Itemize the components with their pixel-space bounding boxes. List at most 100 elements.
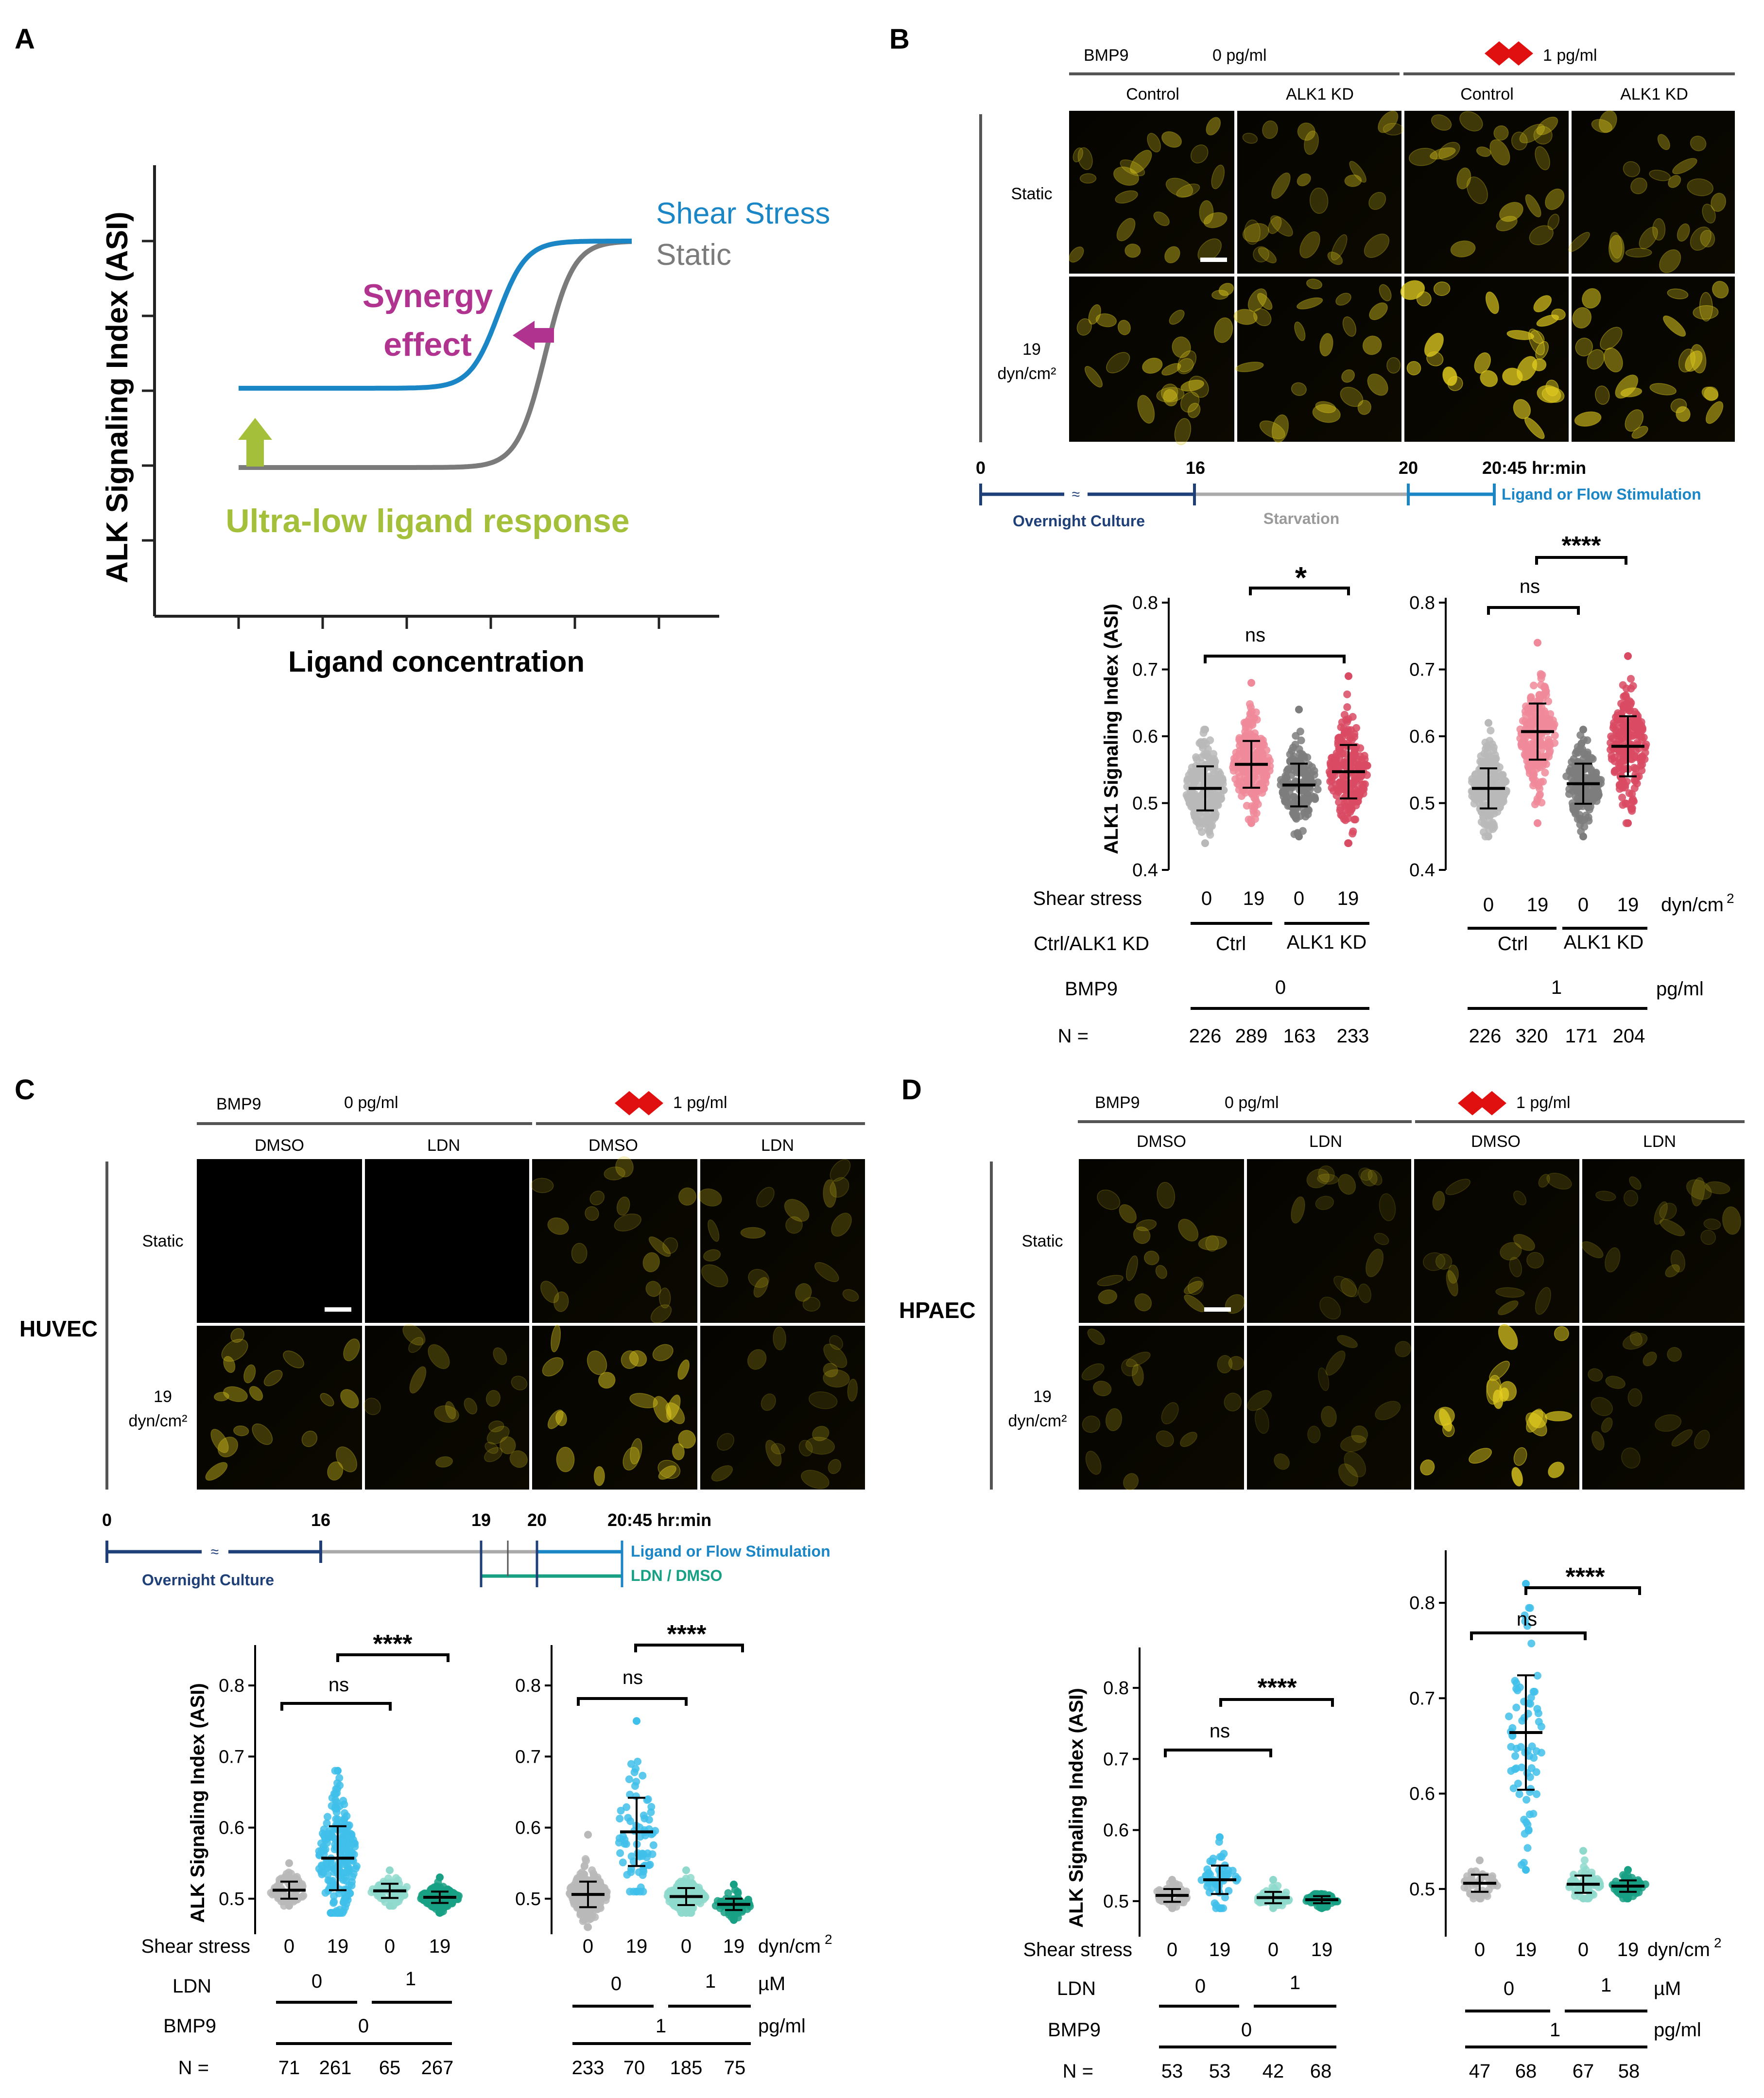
micrograph-cell bbox=[1630, 177, 1647, 194]
micrograph-cell bbox=[509, 1450, 528, 1468]
micrograph-cell bbox=[435, 1456, 453, 1468]
data-point bbox=[331, 1804, 339, 1813]
micrograph-cell bbox=[598, 1371, 616, 1389]
data-point bbox=[1610, 719, 1618, 727]
panel-b-row-dyn: dyn/cm² bbox=[998, 364, 1056, 383]
data-point bbox=[1257, 779, 1265, 787]
data-point bbox=[1476, 1894, 1484, 1903]
data-point bbox=[1575, 811, 1584, 819]
data-point bbox=[1345, 672, 1352, 680]
data-point bbox=[1533, 798, 1541, 806]
micrograph-cell bbox=[1169, 310, 1185, 325]
micrograph-cell bbox=[1270, 215, 1293, 237]
micrograph-cell bbox=[678, 1187, 697, 1206]
micrograph-cell bbox=[230, 1328, 245, 1343]
panel-c-plot1-sig-star: **** bbox=[373, 1630, 413, 1658]
micrograph-cell bbox=[542, 1357, 564, 1377]
plot-b-1: 0.4 0.5 0.6 0.7 0.8 bbox=[1132, 593, 1371, 881]
data-point bbox=[1592, 797, 1601, 805]
data-point bbox=[621, 1839, 629, 1848]
data-point bbox=[625, 1775, 633, 1784]
table-c-bmp9-unit: pg/ml bbox=[758, 2015, 806, 2037]
data-point bbox=[1635, 772, 1643, 780]
micrograph-cell bbox=[665, 1402, 685, 1424]
panel-b-col-3: ALK1 KD bbox=[1620, 85, 1688, 104]
micrograph-cell bbox=[748, 1268, 770, 1288]
micrograph-cell bbox=[1631, 426, 1648, 439]
micrograph-b-static-kd-0 bbox=[1237, 111, 1401, 274]
micrograph-cell bbox=[556, 1446, 575, 1473]
data-point bbox=[1235, 773, 1244, 781]
table-c-bmp9-label: BMP9 bbox=[163, 2015, 216, 2037]
data-point bbox=[386, 1902, 394, 1910]
table-b-ctrl-label: Ctrl/ALK1 KD bbox=[1034, 933, 1149, 954]
data-point bbox=[330, 1892, 338, 1900]
data-point bbox=[1470, 799, 1478, 808]
timeline-b-tick-0: 0 bbox=[976, 458, 986, 478]
panel-c: C HUVEC BMP9 0 pg/ml 1 pg/ml DMSO LDN DM… bbox=[15, 1074, 865, 2079]
table-b-bmp9-right: 1 bbox=[1551, 977, 1562, 998]
table-d-bmp9-label: BMP9 bbox=[1048, 2019, 1101, 2041]
micrograph-cell bbox=[630, 1438, 642, 1465]
micrograph-cell bbox=[672, 1443, 685, 1460]
data-point bbox=[1487, 811, 1495, 819]
data-point bbox=[1512, 1703, 1521, 1712]
data-point bbox=[1529, 774, 1538, 782]
panel-c-timeline: 0 16 19 20 20:45 hr:min ≈ Overnight Cult… bbox=[102, 1510, 830, 1589]
micrograph-cell bbox=[1076, 318, 1092, 336]
micrograph-cell bbox=[658, 1287, 671, 1309]
data-point bbox=[724, 1889, 732, 1897]
panel-d-ylabel: ALK Signaling Index (ASI) bbox=[1066, 1688, 1087, 1927]
micrograph-cell bbox=[1253, 308, 1272, 327]
data-point bbox=[1343, 703, 1351, 711]
data-point bbox=[1210, 750, 1218, 758]
micrograph-cell bbox=[1702, 204, 1716, 224]
panel-d-plot1-sig-ns: ns bbox=[1210, 1720, 1230, 1742]
panel-d-row-static: Static bbox=[1021, 1232, 1063, 1250]
data-point bbox=[344, 1896, 352, 1904]
table-b-shear-unit: dyn/cm bbox=[1661, 894, 1724, 916]
panel-c-cell-label: HUVEC bbox=[19, 1316, 98, 1341]
micrograph-cell bbox=[756, 1187, 775, 1208]
panel-c-bmp9-label: BMP9 bbox=[216, 1095, 261, 1113]
micrograph-cell bbox=[823, 1363, 838, 1378]
data-point bbox=[1520, 1858, 1528, 1867]
table-d-shear-2: 0 bbox=[1268, 1939, 1279, 1960]
data-point bbox=[1511, 1752, 1520, 1760]
table-d-n-2: 42 bbox=[1262, 2061, 1284, 2082]
micrograph-cell bbox=[1088, 304, 1101, 325]
data-point bbox=[1490, 820, 1498, 829]
micrograph-cell bbox=[1615, 374, 1639, 399]
micrograph-cell bbox=[1349, 161, 1366, 183]
micrograph-cell bbox=[1211, 290, 1229, 300]
data-point bbox=[1291, 763, 1299, 771]
micrograph-cell bbox=[408, 1337, 424, 1353]
micrograph-cell bbox=[614, 1214, 641, 1231]
plot-c-2: 0.5 0.6 0.7 0.8 bbox=[515, 1645, 754, 1934]
micrograph-cell bbox=[1623, 161, 1641, 177]
micrograph-cell bbox=[213, 1391, 229, 1402]
data-point bbox=[1201, 839, 1209, 847]
micrograph-cell bbox=[717, 1433, 735, 1451]
data-point bbox=[340, 1907, 348, 1915]
micrograph-cell bbox=[1533, 295, 1552, 312]
data-point bbox=[342, 1826, 350, 1835]
micrograph-cell bbox=[1502, 367, 1523, 386]
data-point bbox=[1214, 801, 1222, 809]
micrograph-cell bbox=[593, 1466, 605, 1486]
micrograph-cell bbox=[823, 1343, 847, 1368]
panel-d-dose0: 0 pg/ml bbox=[1225, 1093, 1279, 1112]
data-point bbox=[634, 1757, 641, 1766]
micrograph-cell bbox=[1130, 150, 1152, 174]
data-point bbox=[1269, 1876, 1277, 1884]
data-point bbox=[1586, 1893, 1594, 1901]
data-point bbox=[633, 1888, 640, 1896]
panel-c-letter: C bbox=[15, 1074, 35, 1106]
table-c-shear-5: 19 bbox=[626, 1936, 648, 1957]
micrograph-cell bbox=[402, 1324, 426, 1346]
micrograph-cell bbox=[1690, 226, 1712, 251]
data-point bbox=[1246, 700, 1254, 708]
micrograph-cell bbox=[1258, 247, 1277, 263]
micrograph-cell bbox=[1262, 120, 1278, 139]
data-point bbox=[1213, 788, 1222, 797]
